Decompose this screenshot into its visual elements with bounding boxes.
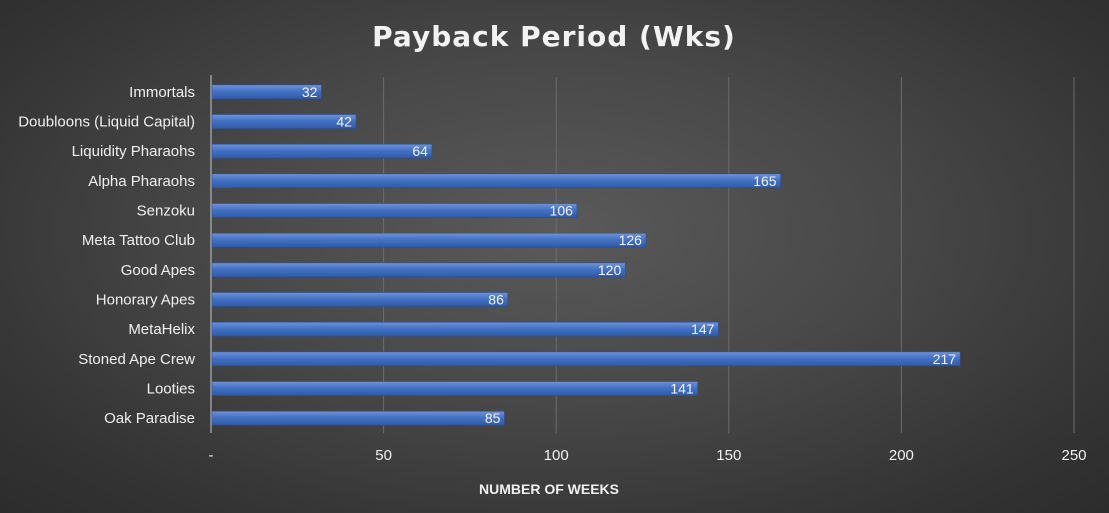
bar (211, 232, 647, 248)
data-label: 86 (488, 292, 504, 308)
bar (211, 203, 578, 218)
data-label: 85 (485, 410, 501, 426)
x-tick-label: 150 (716, 447, 741, 464)
category-label: Doubloons (Liquid Capital) (18, 114, 195, 131)
category-label: Alpha Pharaohs (88, 173, 195, 190)
data-label: 147 (691, 321, 715, 337)
bar (211, 292, 509, 307)
category-label: Meta Tattoo Club (82, 232, 195, 249)
bar (211, 351, 961, 367)
category-label: Senzoku (137, 203, 195, 220)
data-label: 106 (550, 203, 574, 219)
category-label: Oak Paradise (104, 410, 195, 427)
category-label: MetaHelix (128, 321, 195, 338)
category-label: Looties (147, 381, 195, 398)
category-label: Honorary Apes (96, 292, 195, 309)
data-label: 42 (336, 114, 352, 130)
data-label: 165 (753, 173, 777, 189)
data-label: 217 (933, 351, 957, 367)
x-tick-label: 100 (544, 447, 569, 464)
chart-title: Payback Period (Wks) (372, 20, 736, 53)
category-label: Stoned Ape Crew (78, 351, 195, 368)
bar (211, 84, 322, 100)
bar (211, 321, 719, 337)
bar (211, 410, 505, 426)
bar (211, 143, 433, 159)
x-tick-label: 200 (889, 447, 914, 464)
data-label: 141 (670, 381, 694, 397)
x-axis-title: NUMBER OF WEEKS (479, 481, 619, 497)
x-tick-label: 50 (375, 447, 392, 464)
category-label: Good Apes (121, 262, 195, 279)
data-label: 64 (412, 143, 428, 159)
bar (211, 173, 781, 189)
data-label: 120 (598, 262, 622, 278)
x-tick-labels: - 50 100 150 200 250 (209, 447, 1087, 464)
category-label: Immortals (129, 84, 195, 101)
gridlines (383, 77, 1075, 433)
data-label: 32 (302, 84, 318, 100)
bar (211, 381, 699, 396)
data-label: 126 (619, 232, 643, 248)
bar (211, 262, 626, 278)
x-tick-label: - (209, 447, 214, 464)
category-label: Liquidity Pharaohs (72, 143, 195, 160)
x-tick-label: 250 (1061, 447, 1086, 464)
category-labels: Immortals Doubloons (Liquid Capital) Liqui… (18, 84, 195, 427)
bar (211, 114, 357, 129)
bars: 32 42 64 165 106 126 120 86 147 217 141 85 (211, 84, 961, 426)
